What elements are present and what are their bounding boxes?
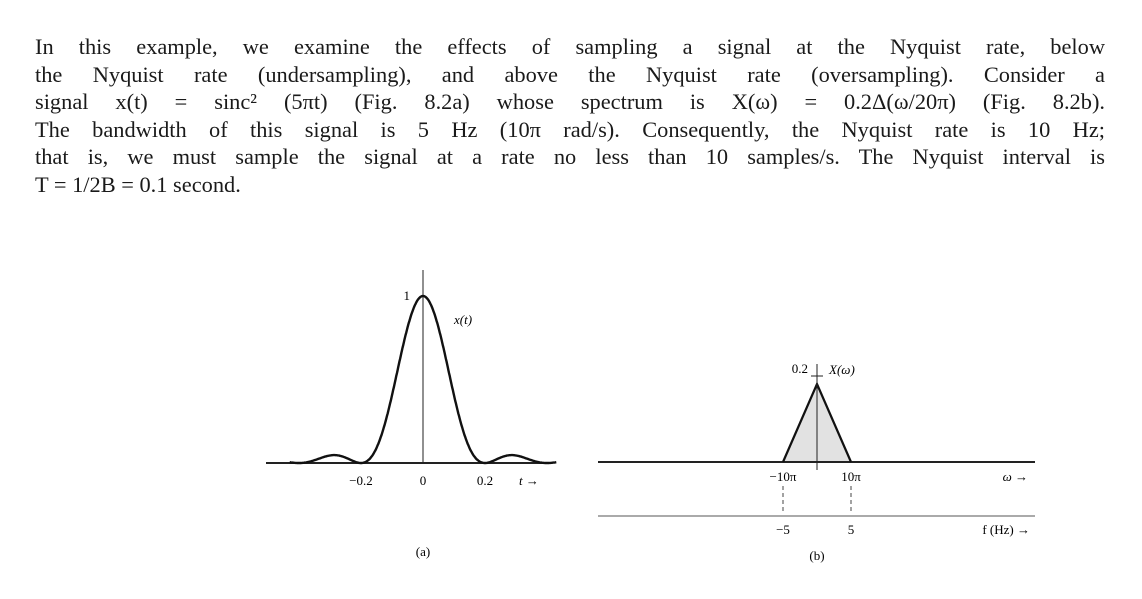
tick-label: 0.2 [477, 473, 493, 488]
figure-a: 1 x(t) −0.2 0 0.2 t → (a) [266, 270, 557, 559]
caption: (b) [809, 548, 824, 563]
curve-label: x(t) [453, 312, 472, 327]
caption: (a) [416, 544, 430, 559]
sinc-squared-curve [289, 294, 557, 465]
body-paragraph: In this example, we examine the effects … [35, 33, 1105, 198]
tick-label: 0 [420, 473, 427, 488]
tick-label: −0.2 [349, 473, 373, 488]
paragraph-line: that is, we must sample the signal at a … [35, 144, 1105, 169]
hz-tick-label: −5 [776, 522, 790, 537]
figure-b: 0.2 X(ω) −10π 10π ω → −5 5 f (Hz) → (b) [598, 361, 1035, 563]
hz-axis-label: f (Hz) → [982, 522, 1030, 537]
paragraph-line: The bandwidth of this signal is 5 Hz (10… [35, 116, 1105, 142]
omega-axis-label: ω → [1003, 469, 1028, 484]
paragraph-line: the Nyquist rate (undersampling), and ab… [35, 61, 1105, 87]
curve-label: X(ω) [828, 362, 855, 377]
omega-tick-label: 10π [841, 469, 861, 484]
axis-label: t → [519, 473, 539, 488]
peak-label: 1 [404, 288, 411, 303]
hz-tick-label: 5 [848, 522, 855, 537]
paragraph-line: In this example, we examine the effects … [35, 34, 1105, 59]
paragraph-line: T = 1/2B = 0.1 second. [35, 171, 241, 197]
omega-tick-label: −10π [770, 469, 797, 484]
paragraph-line: signal x(t) = sinc² (5πt) (Fig. 8.2a) wh… [35, 89, 1105, 114]
peak-label: 0.2 [792, 361, 808, 376]
